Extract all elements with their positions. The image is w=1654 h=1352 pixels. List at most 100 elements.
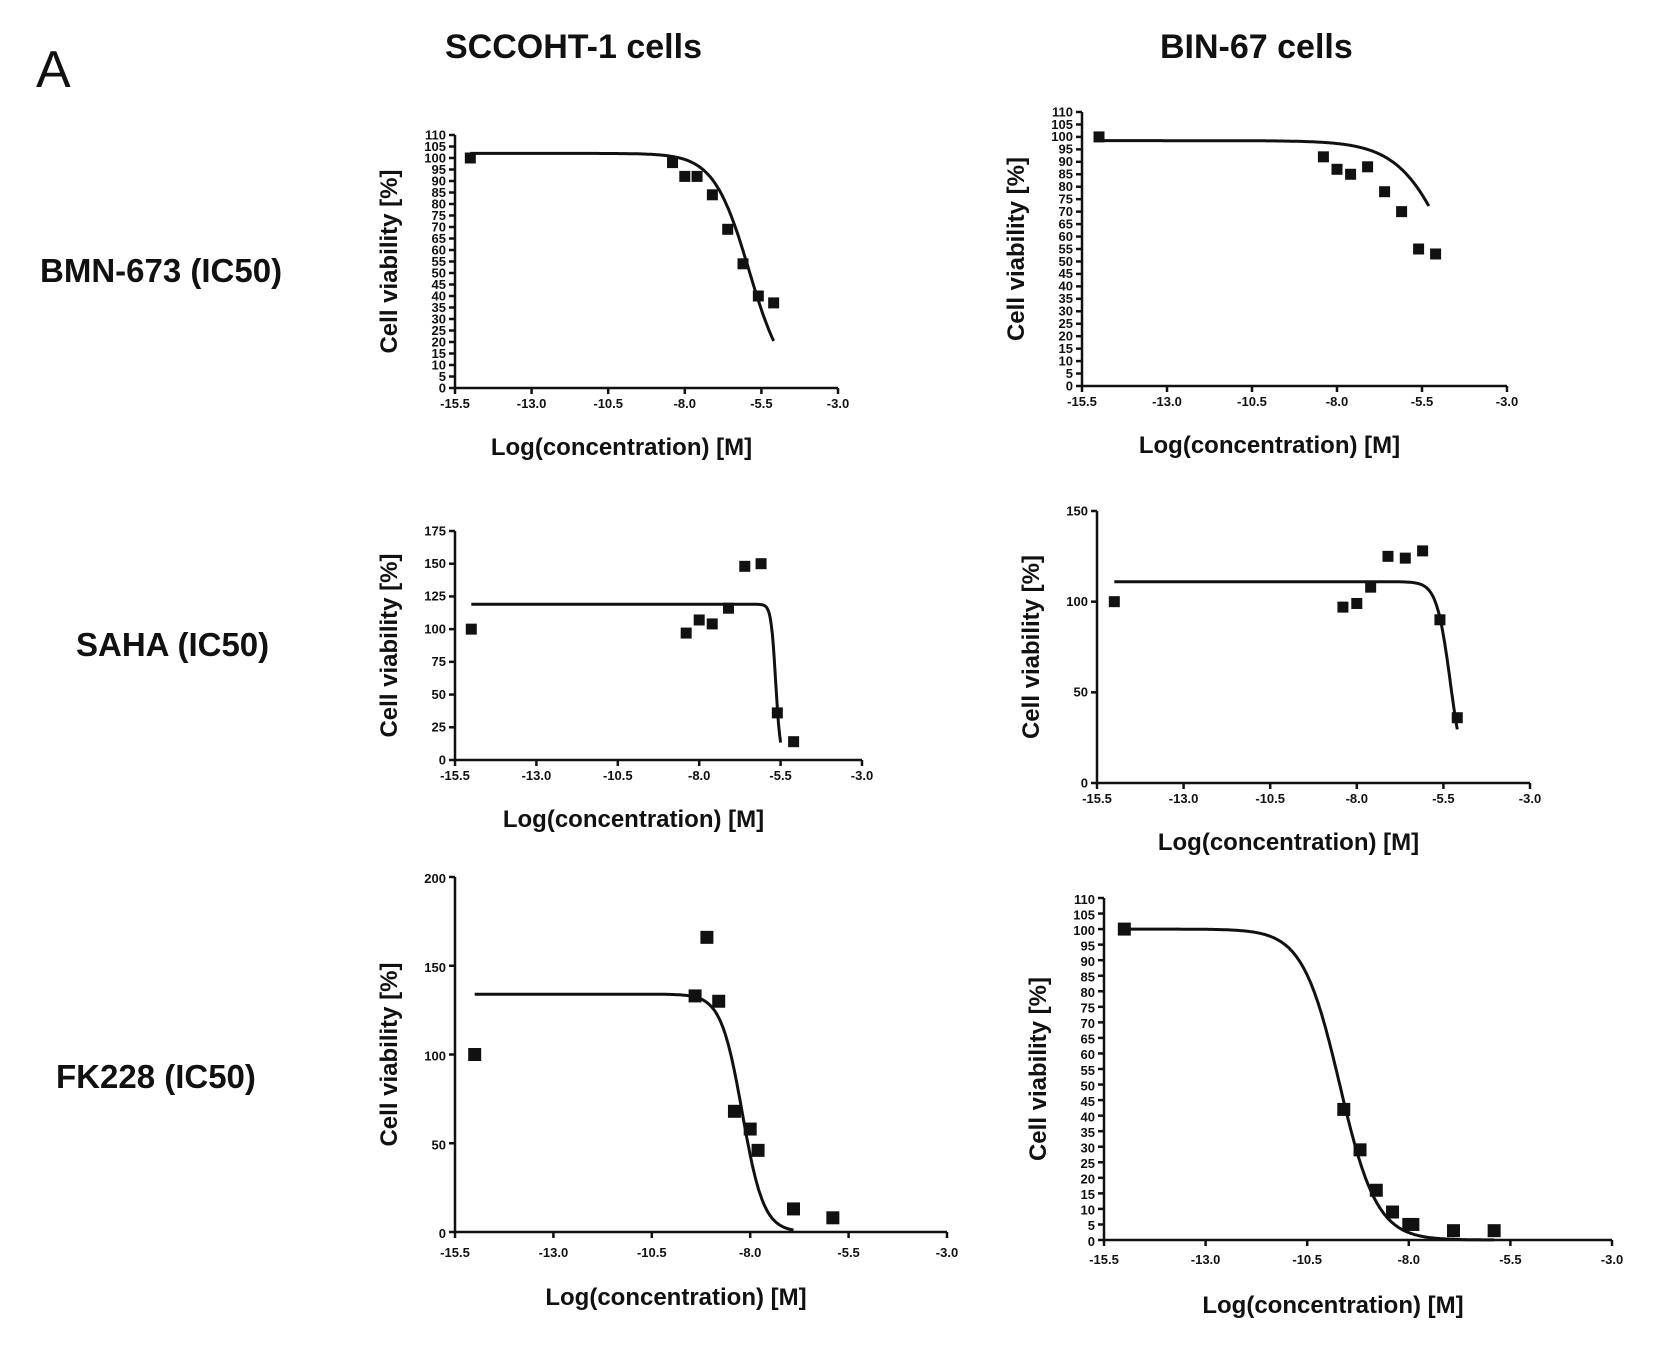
y-tick-label: 75 bbox=[1081, 1001, 1095, 1016]
y-tick-label: 150 bbox=[424, 556, 446, 571]
x-tick-label: -3.0 bbox=[1601, 1252, 1623, 1267]
y-tick-label: 65 bbox=[1081, 1032, 1095, 1047]
x-tick-label: -13.0 bbox=[522, 768, 552, 783]
y-tick-label: 65 bbox=[432, 231, 446, 246]
data-point bbox=[755, 558, 767, 570]
y-tick-label: 15 bbox=[1059, 341, 1073, 356]
y-tick-label: 105 bbox=[1051, 117, 1073, 132]
data-point bbox=[1379, 186, 1391, 198]
y-tick-label: 80 bbox=[432, 196, 446, 211]
data-point bbox=[679, 170, 691, 182]
y-tick-label: 0 bbox=[1081, 775, 1088, 790]
data-point bbox=[723, 602, 735, 614]
y-tick-label: 100 bbox=[1073, 923, 1095, 938]
y-tick-label: 110 bbox=[1074, 892, 1095, 907]
y-tick-label: 50 bbox=[432, 265, 446, 280]
data-point bbox=[1386, 1205, 1400, 1219]
y-tick-label: 50 bbox=[1081, 1078, 1095, 1093]
y-tick-label: 150 bbox=[1066, 503, 1088, 518]
y-tick-label: 75 bbox=[1059, 192, 1073, 207]
x-tick-label: -3.0 bbox=[827, 396, 849, 411]
chart-4: -15.5 -13.0 -10.5 -8.0 -5.5 -3.0 0 50 100 150 Log(… bbox=[1018, 503, 1541, 856]
data-point bbox=[712, 994, 726, 1008]
y-tick-label: 60 bbox=[1059, 229, 1073, 244]
y-tick-label: 15 bbox=[432, 346, 446, 361]
y-tick-label: 100 bbox=[424, 621, 446, 636]
y-axis-title: Cell viability [%] bbox=[376, 169, 403, 353]
y-tick-label: 150 bbox=[424, 960, 446, 975]
x-tick-label: -15.5 bbox=[440, 1245, 470, 1260]
y-tick-label: 25 bbox=[432, 323, 446, 338]
y-tick-label: 70 bbox=[432, 219, 446, 234]
x-tick-label: -3.0 bbox=[936, 1245, 958, 1260]
chart-3: -15.5 -13.0 -10.5 -8.0 -5.5 -3.0 0 25 50 75 100 125… bbox=[376, 523, 873, 833]
x-tick-label: -10.5 bbox=[593, 396, 623, 411]
x-tick-label: -15.5 bbox=[1089, 1252, 1119, 1267]
x-tick-label: -13.0 bbox=[1191, 1252, 1221, 1267]
y-tick-label: 0 bbox=[1088, 1234, 1095, 1249]
y-tick-label: 45 bbox=[1059, 266, 1073, 281]
data-point bbox=[465, 623, 477, 635]
data-point bbox=[751, 1143, 765, 1157]
data-point bbox=[680, 627, 692, 639]
data-point bbox=[727, 1104, 741, 1118]
y-tick-label: 65 bbox=[1059, 216, 1073, 231]
y-tick-label: 125 bbox=[424, 589, 446, 604]
y-tick-label: 30 bbox=[1059, 304, 1073, 319]
y-tick-label: 70 bbox=[1059, 204, 1073, 219]
data-point bbox=[667, 157, 679, 169]
x-tick-label: -15.5 bbox=[440, 768, 470, 783]
x-tick-label: -3.0 bbox=[1496, 394, 1518, 409]
y-tick-label: 95 bbox=[432, 162, 446, 177]
y-tick-label: 5 bbox=[1066, 366, 1073, 381]
y-tick-label: 105 bbox=[1073, 907, 1095, 922]
y-axis-title: Cell viability [%] bbox=[376, 962, 403, 1146]
x-tick-label: -13.0 bbox=[1169, 791, 1199, 806]
y-tick-label: 10 bbox=[1059, 353, 1073, 368]
x-tick-label: -5.5 bbox=[1499, 1252, 1521, 1267]
data-point bbox=[1413, 243, 1425, 255]
y-tick-label: 100 bbox=[424, 1049, 446, 1064]
x-tick-label: -13.0 bbox=[517, 396, 547, 411]
x-tick-label: -10.5 bbox=[603, 768, 633, 783]
y-tick-label: 45 bbox=[432, 277, 446, 292]
y-tick-label: 95 bbox=[1059, 142, 1073, 157]
y-tick-label: 35 bbox=[1081, 1125, 1095, 1140]
data-point bbox=[1362, 161, 1374, 173]
x-tick-label: -5.5 bbox=[1411, 394, 1433, 409]
y-tick-label: 105 bbox=[424, 139, 446, 154]
data-point bbox=[1396, 206, 1408, 218]
y-tick-label: 75 bbox=[432, 654, 446, 669]
data-point bbox=[1351, 597, 1363, 609]
chart-6: -15.5 -13.0 -10.5 -8.0 -5.5 -3.0 0510152025303… bbox=[1025, 892, 1623, 1319]
x-axis-title: Log(concentration) [M] bbox=[491, 434, 752, 461]
y-tick-label: 20 bbox=[1081, 1172, 1095, 1187]
x-tick-label: -13.0 bbox=[539, 1245, 569, 1260]
y-tick-label: 55 bbox=[1059, 241, 1073, 256]
y-tick-label: 95 bbox=[1081, 938, 1095, 953]
data-point bbox=[752, 290, 764, 302]
data-point bbox=[706, 618, 718, 630]
x-axis-title: Log(concentration) [M] bbox=[1158, 829, 1419, 856]
y-tick-label: 85 bbox=[1081, 969, 1095, 984]
y-axis-title: Cell viability [%] bbox=[1018, 555, 1045, 739]
x-tick-label: -8.0 bbox=[1346, 791, 1368, 806]
y-tick-label: 0 bbox=[439, 380, 446, 395]
y-tick-label: 40 bbox=[1059, 279, 1073, 294]
data-point bbox=[1447, 1224, 1461, 1238]
y-tick-label: 70 bbox=[1081, 1016, 1095, 1031]
data-point bbox=[1331, 163, 1343, 175]
x-tick-label: -10.5 bbox=[1292, 1252, 1322, 1267]
y-tick-label: 80 bbox=[1059, 179, 1073, 194]
data-point bbox=[1382, 550, 1394, 562]
y-tick-label: 50 bbox=[432, 1137, 446, 1152]
data-point bbox=[1430, 248, 1442, 260]
data-point bbox=[826, 1211, 840, 1225]
x-tick-label: -5.5 bbox=[750, 396, 772, 411]
fit-curve bbox=[470, 151, 776, 342]
y-tick-label: 50 bbox=[432, 687, 446, 702]
row-header-bmn673: BMN-673 (IC50) bbox=[40, 252, 283, 289]
x-tick-label: -10.5 bbox=[1237, 394, 1267, 409]
column-header-bin67: BIN-67 cells bbox=[1160, 28, 1353, 66]
